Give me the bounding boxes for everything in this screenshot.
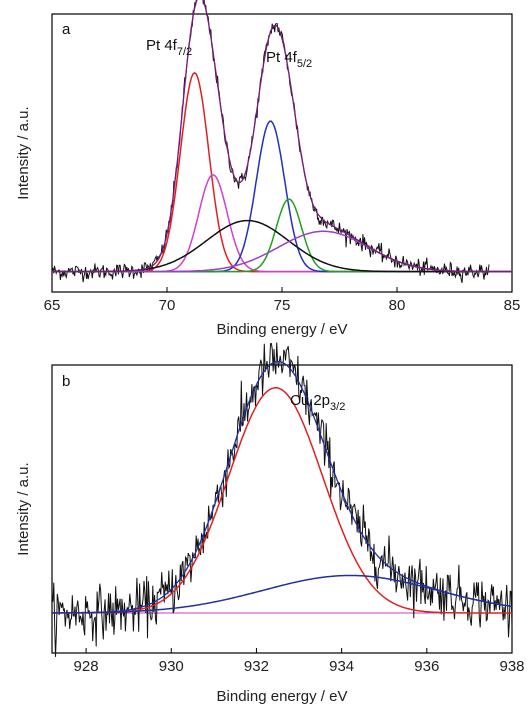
panel-b-x-tick-label: 930 [159, 658, 184, 675]
panel-b-x-tick-label: 936 [414, 658, 439, 675]
panel-a-x-tick-label: 65 [44, 297, 61, 314]
panel-b: 928 930 932 934 936 938 b Cu 2p3/2 Binding en… [15, 342, 525, 705]
panel-a-component-6 [52, 230, 512, 273]
peak-label-pt-4f52: Pt 4f5/2 [266, 49, 312, 70]
panel-b-x-tick-label: 928 [74, 658, 99, 675]
panel-a-x-tick-label: 70 [159, 297, 176, 314]
panel-b-x-tick-label: 934 [329, 658, 354, 675]
peak-label-cu-2p32: Cu 2p3/2 [290, 392, 345, 413]
panel-a-component-2 [52, 174, 512, 273]
panel-a-x-ticks: 65 70 75 80 85 [44, 287, 521, 314]
panel-b-component-2 [52, 574, 513, 614]
panel-b-letter: b [62, 373, 70, 390]
panel-a-plot-area [51, 0, 512, 284]
panel-a-letter: a [62, 21, 71, 38]
panel-a-x-axis-title: Binding energy / eV [217, 321, 348, 338]
panel-a-fit-envelope [52, 0, 512, 273]
panel-b-y-axis-title: Intensity / a.u. [15, 462, 32, 555]
panel-a-x-tick-label: 75 [274, 297, 291, 314]
panel-a-x-tick-label: 80 [389, 297, 406, 314]
panel-b-fit-envelope [52, 360, 513, 614]
panel-b-x-ticks: 928 930 932 934 936 938 [74, 648, 525, 675]
panel-b-plot-area [51, 342, 513, 657]
panel-b-frame [51, 364, 513, 654]
panel-a-component-3 [52, 120, 512, 273]
panel-a: 65 70 75 80 85 a Pt 4f7/2 Pt 4f5/2 Binding e… [15, 0, 520, 338]
panel-a-component-1 [52, 71, 512, 273]
panel-a-raw-spectrum [51, 0, 490, 284]
panel-a-y-axis-title: Intensity / a.u. [15, 106, 32, 199]
panel-b-raw-spectrum [51, 342, 513, 657]
panel-a-x-tick-label: 85 [504, 297, 521, 314]
peak-label-pt-4f72: Pt 4f7/2 [146, 37, 192, 58]
panel-b-x-tick-label: 932 [244, 658, 269, 675]
panel-b-x-axis-title: Binding energy / eV [217, 688, 348, 705]
panel-b-x-tick-label: 938 [499, 658, 524, 675]
